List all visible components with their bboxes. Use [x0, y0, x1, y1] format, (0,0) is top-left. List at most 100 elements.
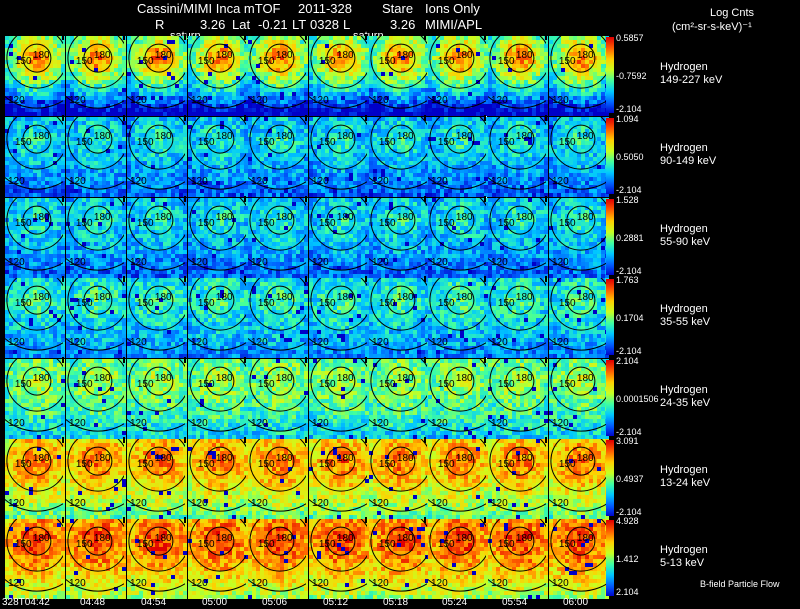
contour-label: 150 [498, 459, 515, 470]
contour-label: 120 [552, 95, 569, 106]
band-label: Hydrogen 35-55 keV [660, 303, 710, 329]
contour-label: 150 [379, 539, 396, 550]
grid-mark [305, 437, 307, 443]
contour-label: 120 [552, 578, 569, 589]
contour-label: 150 [498, 539, 515, 550]
contour-label: 120 [130, 498, 147, 509]
grid-mark [424, 276, 426, 282]
contour-label: 120 [251, 498, 268, 509]
grid-mark [365, 115, 367, 121]
x-tick-label: 328T04:42 [2, 597, 50, 608]
contour-label: 150 [438, 56, 455, 67]
contour-label: 150 [559, 56, 576, 67]
contour-label: 180 [577, 292, 594, 303]
colorbar-mid: 1.412 [616, 554, 639, 564]
contour-label: 150 [76, 56, 93, 67]
contour-label: 150 [258, 56, 275, 67]
contour-label: 150 [498, 298, 515, 309]
contour-label: 150 [498, 379, 515, 390]
contour-label: 180 [33, 292, 50, 303]
contour-label: 120 [312, 337, 329, 348]
grid-mark [484, 357, 486, 363]
contour-label: 150 [137, 218, 154, 229]
grid-mark [545, 196, 547, 202]
contour-label: 150 [559, 459, 576, 470]
colorbar-max: 4.928 [616, 516, 639, 526]
contour-label: 180 [216, 50, 233, 61]
contour-label: 150 [15, 379, 32, 390]
contour-label: 180 [456, 373, 473, 384]
band-label: Hydrogen 55-90 keV [660, 223, 710, 249]
contour-label: 120 [312, 257, 329, 268]
band-species: Hydrogen [660, 464, 710, 477]
contour-label: 180 [216, 131, 233, 142]
contour-label: 180 [155, 50, 172, 61]
contour-label: 120 [130, 95, 147, 106]
contour-label: 120 [69, 257, 86, 268]
band-label: Hydrogen 5-13 keV [660, 544, 708, 570]
colorbar-max: 2.104 [616, 356, 639, 366]
contour-label: 120 [251, 578, 268, 589]
contour-label: 180 [33, 373, 50, 384]
grid-mark [545, 357, 547, 363]
contour-label: 120 [312, 578, 329, 589]
colorbar-max: 3.091 [616, 436, 639, 446]
contour-label: 120 [491, 95, 508, 106]
contour-label: 150 [319, 56, 336, 67]
contour-label: 180 [337, 533, 354, 544]
colorbar-min: -2.104 [616, 346, 642, 356]
contour-label: 180 [337, 373, 354, 384]
grid-mark [184, 276, 186, 282]
contour-label: 180 [216, 533, 233, 544]
grid-mark [184, 437, 186, 443]
grid-mark [424, 196, 426, 202]
contour-label: 150 [198, 379, 215, 390]
contour-label: 150 [198, 459, 215, 470]
grid-mark [545, 437, 547, 443]
grid-mark [305, 196, 307, 202]
contour-label: 150 [258, 539, 275, 550]
contour-label: 180 [276, 212, 293, 223]
contour-label: 120 [491, 498, 508, 509]
contour-label: 180 [216, 453, 233, 464]
grid-mark [62, 196, 64, 202]
contour-label: 150 [137, 137, 154, 148]
grid-mark [62, 437, 64, 443]
contour-label: 180 [456, 453, 473, 464]
contour-label: 150 [258, 137, 275, 148]
grid-mark [244, 196, 246, 202]
grid-mark [62, 276, 64, 282]
contour-label: 120 [552, 418, 569, 429]
contour-label: 120 [69, 578, 86, 589]
contour-label: 120 [251, 418, 268, 429]
contour-label: 180 [94, 533, 111, 544]
colorbar [606, 520, 614, 596]
colorbar-mid: 0.1704 [616, 313, 644, 323]
x-tick-label: 05:06 [262, 597, 287, 608]
contour-label: 180 [33, 50, 50, 61]
band-species: Hydrogen [660, 61, 722, 74]
grid-mark [484, 34, 486, 40]
grid-mark [305, 276, 307, 282]
contour-label: 180 [337, 131, 354, 142]
colorbar-min: -2.104 [616, 104, 642, 114]
contour-label: 120 [69, 498, 86, 509]
grid-mark [62, 34, 64, 40]
contour-label: 180 [397, 292, 414, 303]
contour-label: 150 [198, 56, 215, 67]
contour-label: 150 [319, 218, 336, 229]
contour-label: 150 [438, 218, 455, 229]
contour-label: 120 [431, 257, 448, 268]
colorbar-mid: -0.7592 [616, 71, 647, 81]
contour-label: 180 [276, 50, 293, 61]
contour-label: 120 [130, 578, 147, 589]
contour-label: 150 [137, 539, 154, 550]
contour-label: 150 [15, 137, 32, 148]
contour-label: 120 [372, 337, 389, 348]
colorbar [606, 118, 614, 194]
contour-label: 150 [15, 218, 32, 229]
contour-label: 180 [516, 212, 533, 223]
x-tick-label: 05:18 [383, 597, 408, 608]
contour-label: 180 [456, 212, 473, 223]
grid-mark [305, 357, 307, 363]
